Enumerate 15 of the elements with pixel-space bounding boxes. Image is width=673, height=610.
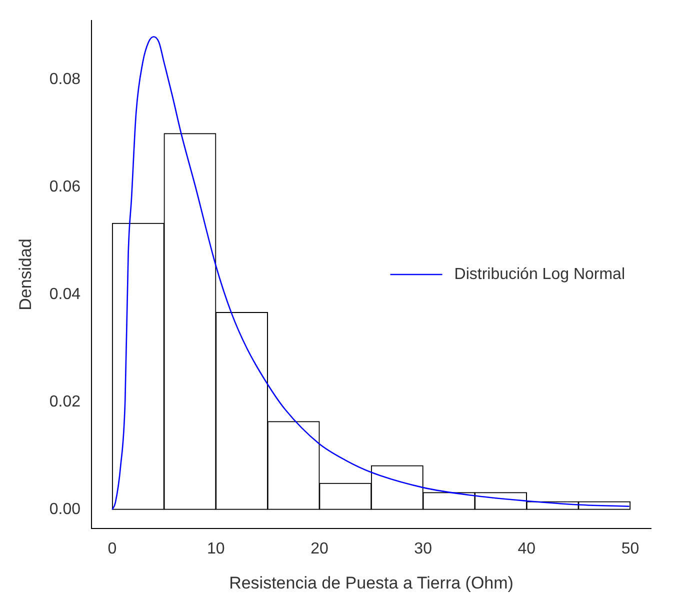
legend-label: Distribución Log Normal: [454, 266, 625, 283]
y-tick-label: 0.00: [49, 501, 81, 518]
y-tick-label: 0.06: [49, 178, 81, 196]
x-tick-label: 40: [518, 540, 536, 558]
y-axis-title: Densidad: [16, 238, 35, 310]
y-tick-label: 0.08: [49, 71, 81, 88]
x-tick-label: 20: [310, 540, 328, 558]
x-tick-label: 10: [206, 540, 225, 558]
y-tick-label: 0.04: [49, 286, 81, 304]
x-axis-title: Resistencia de Puesta a Tierra (Ohm): [229, 573, 514, 592]
line-series: [112, 36, 630, 510]
x-tick-label: 50: [621, 540, 640, 558]
x-tick-label: 30: [414, 540, 432, 558]
y-tick-label: 0.02: [49, 394, 81, 411]
x-tick-label: 0: [108, 540, 117, 558]
